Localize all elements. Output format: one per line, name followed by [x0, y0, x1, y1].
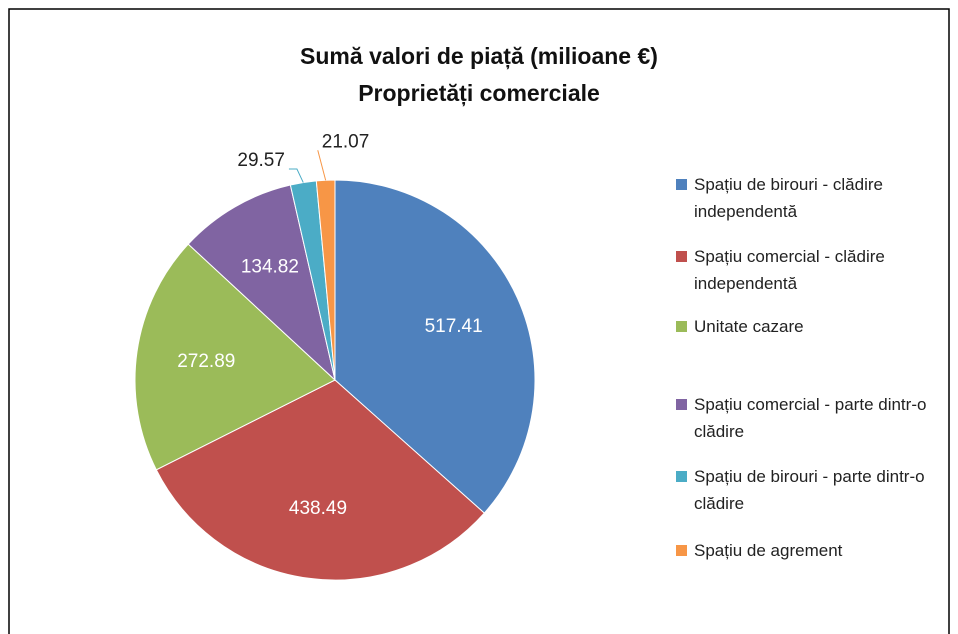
- legend-label: Spațiu de birouri - parte dintr-o clădir…: [694, 467, 925, 513]
- legend-entry: Unitate cazare: [676, 313, 946, 340]
- pie-slice: [187, 184, 336, 382]
- data-label: 21.07: [322, 131, 370, 152]
- legend-label: Spațiu comercial - clădire independentă: [694, 247, 885, 293]
- legend-swatch: [676, 321, 687, 332]
- data-label: 134.82: [241, 256, 299, 277]
- legend-swatch: [676, 545, 687, 556]
- legend-entry: Spațiu comercial - parte dintr-o clădire: [676, 391, 946, 445]
- data-label: 517.41: [425, 316, 483, 337]
- legend-swatch: [676, 471, 687, 482]
- pie-slice: [155, 379, 486, 581]
- data-label: 272.89: [177, 351, 235, 372]
- legend-swatch: [676, 399, 687, 410]
- pie-slice: [334, 179, 536, 514]
- legend-label: Unitate cazare: [694, 317, 804, 336]
- legend-entry: Spațiu de birouri - parte dintr-o clădir…: [676, 463, 946, 517]
- legend-label: Spațiu comercial - parte dintr-o clădire: [694, 395, 927, 441]
- legend-label: Spațiu de birouri - clădire independentă: [694, 175, 883, 221]
- pie-slice: [315, 179, 336, 381]
- chart-subtitle: Proprietăți comerciale: [358, 80, 600, 107]
- data-label: 438.49: [289, 498, 347, 519]
- pie-slice: [134, 243, 336, 471]
- legend-swatch: [676, 179, 687, 190]
- leader-line: [288, 168, 304, 183]
- legend-swatch: [676, 251, 687, 262]
- chart-title: Sumă valori de piață (milioane €): [300, 43, 658, 70]
- leader-line: [317, 150, 327, 181]
- legend-label: Spațiu de agrement: [694, 541, 843, 560]
- frame: [8, 8, 950, 634]
- legend-entry: Spațiu de agrement: [676, 537, 946, 564]
- data-label: 29.57: [237, 150, 285, 171]
- legend-entry: Spațiu comercial - clădire independentă: [676, 243, 946, 297]
- legend-entry: Spațiu de birouri - clădire independentă: [676, 171, 946, 225]
